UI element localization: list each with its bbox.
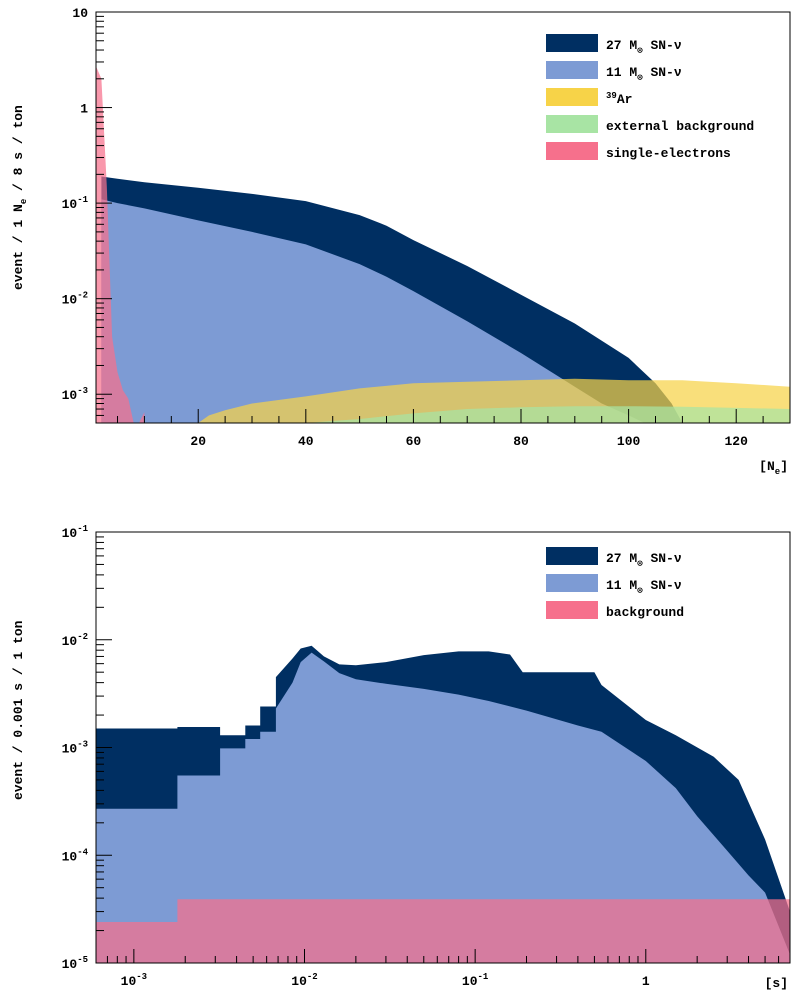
x-axis-label: [s] xyxy=(765,976,788,990)
legend-swatch-background xyxy=(546,601,598,619)
chart-top: 10-3 10-2 10-1 1 10 20 40 60 80 100 120 27 M⊙ SN-ν… xyxy=(11,6,791,477)
x-tick-label: 100 xyxy=(617,434,641,449)
tick-layer: 10-3 10-2 10-1 1 10 20 40 60 80 100 120 xyxy=(62,6,791,449)
y-tick-label: 1 xyxy=(80,102,88,117)
legend-swatch-single xyxy=(546,142,598,160)
y-axis-label: event / 1 Ne / 8 s / ton xyxy=(11,105,29,290)
legend-swatch-ext xyxy=(546,115,598,133)
legend-label-background: background xyxy=(606,605,684,620)
x-tick-label: 20 xyxy=(190,434,206,449)
legend-label-ar39: 39Ar xyxy=(606,91,632,107)
legend-label-sn27: 27 M⊙ SN-ν xyxy=(606,38,682,56)
legend-label-sn11: 11 M⊙ SN-ν xyxy=(606,578,682,596)
y-tick-label: 10-3 xyxy=(62,386,88,403)
series-sn11-area xyxy=(96,652,790,963)
legend-swatch-sn27 xyxy=(546,34,598,52)
series-single-area xyxy=(96,66,145,423)
legend-label-sn11: 11 M⊙ SN-ν xyxy=(606,65,682,83)
series-sn11-area xyxy=(101,199,645,423)
y-tick-label: 10-5 xyxy=(62,955,88,972)
x-tick-label: 40 xyxy=(298,434,314,449)
x-tick-label: 80 xyxy=(513,434,529,449)
chart-bottom: 10-5 10-4 10-3 10-2 10-1 10-3 10-2 10-1 1 27 M⊙ … xyxy=(11,524,791,990)
legend-swatch-sn27 xyxy=(546,547,598,565)
x-tick-label: 10-1 xyxy=(462,972,489,989)
y-axis-label: event / 0.001 s / 1 ton xyxy=(11,620,26,800)
y-tick-label: 10-3 xyxy=(62,740,88,757)
y-tick-label: 10 xyxy=(72,6,88,21)
series-layer xyxy=(96,66,790,423)
plot-area-top: 10-3 10-2 10-1 1 10 20 40 60 80 100 120 xyxy=(62,6,791,449)
legend-label-ext: external background xyxy=(606,119,754,134)
legend-label-sn27: 27 M⊙ SN-ν xyxy=(606,551,682,569)
x-tick-label: 120 xyxy=(724,434,748,449)
x-tick-label: 60 xyxy=(406,434,422,449)
x-tick-label: 10-2 xyxy=(291,972,317,989)
x-axis-label: [Ne] xyxy=(759,459,788,477)
legend: 27 M⊙ SN-ν 11 M⊙ SN-ν 39Ar external backgro… xyxy=(546,34,754,161)
series-background-area xyxy=(96,899,790,963)
x-tick-label: 10-3 xyxy=(121,972,147,989)
legend-swatch-ar39 xyxy=(546,88,598,106)
y-tick-label: 10-1 xyxy=(62,524,89,541)
legend-label-single: single-electrons xyxy=(606,146,731,161)
series-layer xyxy=(96,645,790,963)
x-tick-label: 1 xyxy=(642,974,650,989)
y-tick-label: 10-2 xyxy=(62,632,88,649)
series-ext-area xyxy=(305,406,790,423)
legend-swatch-sn11 xyxy=(546,61,598,79)
plot-area-bottom: 10-5 10-4 10-3 10-2 10-1 10-3 10-2 10-1 1 xyxy=(62,524,791,989)
legend-swatch-sn11 xyxy=(546,574,598,592)
y-tick-label: 10-2 xyxy=(62,291,88,308)
tick-layer: 10-5 10-4 10-3 10-2 10-1 10-3 10-2 10-1 1 xyxy=(62,524,791,989)
y-tick-label: 10-1 xyxy=(62,195,89,212)
legend: 27 M⊙ SN-ν 11 M⊙ SN-ν background xyxy=(546,547,684,620)
y-tick-label: 10-4 xyxy=(62,847,89,864)
